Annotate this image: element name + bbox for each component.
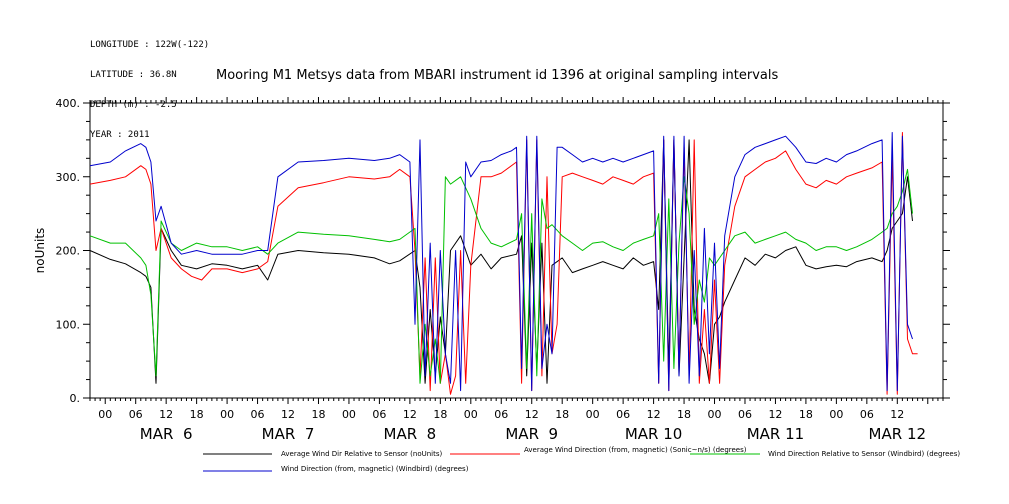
x-tick-label: 18 [311, 408, 325, 421]
x-tick-label: 18 [433, 408, 447, 421]
chart-axes [83, 97, 950, 404]
x-tick-label: 00 [464, 408, 478, 421]
legend-label: Wind Direction Relative to Sensor (Windb… [768, 450, 960, 458]
longitude-label: LONGITUDE : 122W(-122) [90, 40, 210, 50]
x-day-label: MAR 11 [747, 425, 804, 443]
x-day-label: MAR 7 [262, 425, 315, 443]
x-tick-label: 12 [403, 408, 417, 421]
series-line [89, 168, 913, 384]
x-tick-label: 06 [129, 408, 143, 421]
y-axis-label: noUnits [33, 228, 47, 274]
y-tick-label: 0. [70, 392, 81, 405]
chart-labels: 0. 100. 200. 300. 400. noUnits 00 06 12 18 00 06 12 1… [33, 97, 926, 443]
y-tick-label: 300. [56, 171, 81, 184]
chart-title: Mooring M1 Metsys data from MBARI instru… [216, 68, 779, 83]
metadata-block: LONGITUDE : 122W(-122) LATITUDE : 36.8N … [90, 20, 209, 150]
x-tick-label: 12 [159, 408, 173, 421]
series-line [89, 139, 913, 384]
x-tick-label: 00 [98, 408, 112, 421]
x-day-label: MAR 10 [625, 425, 682, 443]
legend-label: Average Wind Dir Relative to Sensor (noU… [281, 450, 442, 458]
chart-series [89, 132, 918, 395]
chart-legend: Average Wind Dir Relative to Sensor (noU… [203, 446, 960, 473]
legend-label: Average Wind Direction (from, magnetic) … [524, 446, 747, 454]
x-tick-label: 06 [494, 408, 508, 421]
x-tick-label: 18 [677, 408, 691, 421]
x-tick-label: 06 [251, 408, 265, 421]
x-tick-label: 06 [738, 408, 752, 421]
series-line [89, 132, 913, 392]
y-tick-label: 100. [56, 318, 81, 331]
x-day-label: MAR 9 [505, 425, 558, 443]
x-tick-label: 00 [220, 408, 234, 421]
x-day-label: MAR 8 [384, 425, 437, 443]
legend-label: Wind Direction (from, magnetic) (Windbir… [281, 465, 469, 473]
x-tick-label: 00 [708, 408, 722, 421]
x-tick-label: 12 [890, 408, 904, 421]
x-tick-label: 18 [190, 408, 204, 421]
year-label: YEAR : 2011 [90, 130, 150, 140]
y-tick-label: 200. [56, 245, 81, 258]
x-tick-label: 12 [281, 408, 295, 421]
latitude-label: LATITUDE : 36.8N [90, 70, 177, 80]
depth-label: DEPTH (m) : -2.5 [90, 100, 177, 110]
x-tick-label: 12 [647, 408, 661, 421]
x-tick-label: 18 [555, 408, 569, 421]
x-tick-label: 12 [525, 408, 539, 421]
x-tick-label: 18 [799, 408, 813, 421]
x-tick-label: 00 [342, 408, 356, 421]
x-tick-label: 06 [372, 408, 386, 421]
x-tick-label: 00 [586, 408, 600, 421]
y-tick-label: 400. [56, 97, 81, 110]
x-day-label: MAR 6 [140, 425, 193, 443]
series-line [89, 132, 918, 395]
x-tick-label: 06 [860, 408, 874, 421]
x-tick-label: 12 [768, 408, 782, 421]
x-day-label: MAR 12 [869, 425, 926, 443]
x-tick-label: 00 [829, 408, 843, 421]
x-tick-label: 06 [616, 408, 630, 421]
